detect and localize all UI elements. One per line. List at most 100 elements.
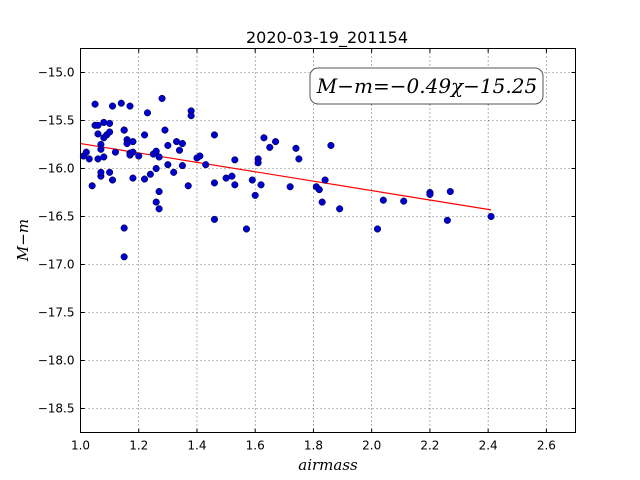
data-point <box>202 161 210 169</box>
y-tick-label: −16.0 <box>38 162 75 176</box>
data-points <box>79 94 495 261</box>
data-point <box>400 197 408 205</box>
data-point <box>379 196 387 204</box>
data-point <box>120 126 128 134</box>
data-point <box>184 182 192 190</box>
x-tick-label: 1.6 <box>246 439 265 453</box>
x-tick-label: 1.8 <box>304 439 323 453</box>
data-point <box>152 198 160 206</box>
data-point <box>141 175 149 183</box>
data-point <box>111 148 119 156</box>
data-point <box>155 187 163 196</box>
x-tick-label: 1.2 <box>129 439 148 453</box>
data-point <box>266 143 274 151</box>
data-point <box>443 216 451 224</box>
data-point <box>242 225 251 233</box>
data-point <box>143 109 152 117</box>
fit-equation: M−m=−0.49χ−15.25 <box>316 74 537 98</box>
y-tick-label: −18.5 <box>38 402 75 416</box>
data-point <box>108 102 117 110</box>
data-point <box>106 168 114 176</box>
data-point <box>292 144 300 152</box>
x-tick-label: 2.6 <box>537 439 556 453</box>
data-point <box>251 191 259 199</box>
x-tick-label: 1.4 <box>187 439 206 453</box>
data-point <box>94 130 102 138</box>
data-point <box>97 168 105 176</box>
data-point <box>120 253 128 261</box>
data-point <box>210 215 218 223</box>
data-point <box>164 161 172 169</box>
data-point <box>120 224 128 232</box>
data-point <box>178 139 186 148</box>
data-point <box>187 112 195 120</box>
data-point <box>260 134 268 142</box>
data-point <box>152 147 160 155</box>
data-point <box>373 225 382 233</box>
data-point <box>295 155 303 163</box>
data-point <box>231 181 239 189</box>
data-point <box>108 176 117 184</box>
data-point <box>178 162 186 170</box>
y-tick-label: −18.0 <box>38 354 75 368</box>
data-point <box>327 141 335 150</box>
data-point <box>106 119 114 127</box>
data-point <box>129 174 137 182</box>
x-tick-label: 2.2 <box>420 439 439 453</box>
fit-equation-box <box>309 67 544 105</box>
data-point <box>152 164 160 173</box>
data-point <box>257 181 265 189</box>
data-point <box>135 152 143 160</box>
data-point <box>100 118 108 126</box>
fit-line <box>80 142 492 211</box>
data-point <box>155 153 163 161</box>
plot-frame <box>80 48 576 433</box>
data-point <box>126 102 134 110</box>
chart-title: 2020-03-19_201154 <box>246 28 408 48</box>
data-point <box>426 190 434 198</box>
axis-ticks: 1.0 1.2 1.4 1.6 1.8 2.0 2.2 2.4 2.6 −15.0 −15.5 −16… <box>38 48 576 453</box>
data-point <box>272 138 280 146</box>
data-point <box>228 172 236 180</box>
data-point <box>318 198 326 206</box>
x-tick-label: 1.0 <box>71 439 90 453</box>
y-axis-label: M−m <box>14 219 32 262</box>
data-point <box>248 176 256 184</box>
data-point <box>164 141 172 150</box>
data-point <box>82 148 90 156</box>
data-point <box>254 159 262 167</box>
data-point <box>210 131 218 139</box>
data-point <box>146 170 154 178</box>
data-point <box>315 186 323 194</box>
data-point <box>129 148 137 156</box>
data-point <box>161 126 169 134</box>
y-tick-label: −16.5 <box>38 210 75 224</box>
data-point <box>129 138 137 146</box>
data-point <box>100 153 108 161</box>
data-point <box>170 168 178 176</box>
x-axis-label: airmass <box>298 456 358 474</box>
y-tick-label: −15.5 <box>38 114 75 128</box>
data-point <box>336 205 344 213</box>
y-tick-label: −17.5 <box>38 306 75 320</box>
data-point <box>158 94 166 102</box>
y-tick-label: −17.0 <box>38 258 75 272</box>
data-point <box>91 100 99 108</box>
data-point <box>94 121 102 129</box>
data-point <box>286 183 294 191</box>
data-point <box>85 155 93 163</box>
data-point <box>141 131 149 139</box>
y-tick-label: −15.0 <box>38 66 75 80</box>
data-point <box>321 176 329 184</box>
fit-line-group <box>80 142 492 211</box>
data-point <box>155 205 163 213</box>
data-point <box>446 187 454 196</box>
data-point <box>196 152 204 160</box>
data-point <box>210 179 218 187</box>
data-point <box>117 99 125 107</box>
data-point <box>231 156 239 164</box>
x-tick-label: 2.4 <box>479 439 498 453</box>
data-point <box>175 146 184 154</box>
data-point <box>487 212 495 221</box>
x-tick-label: 2.0 <box>362 439 381 453</box>
